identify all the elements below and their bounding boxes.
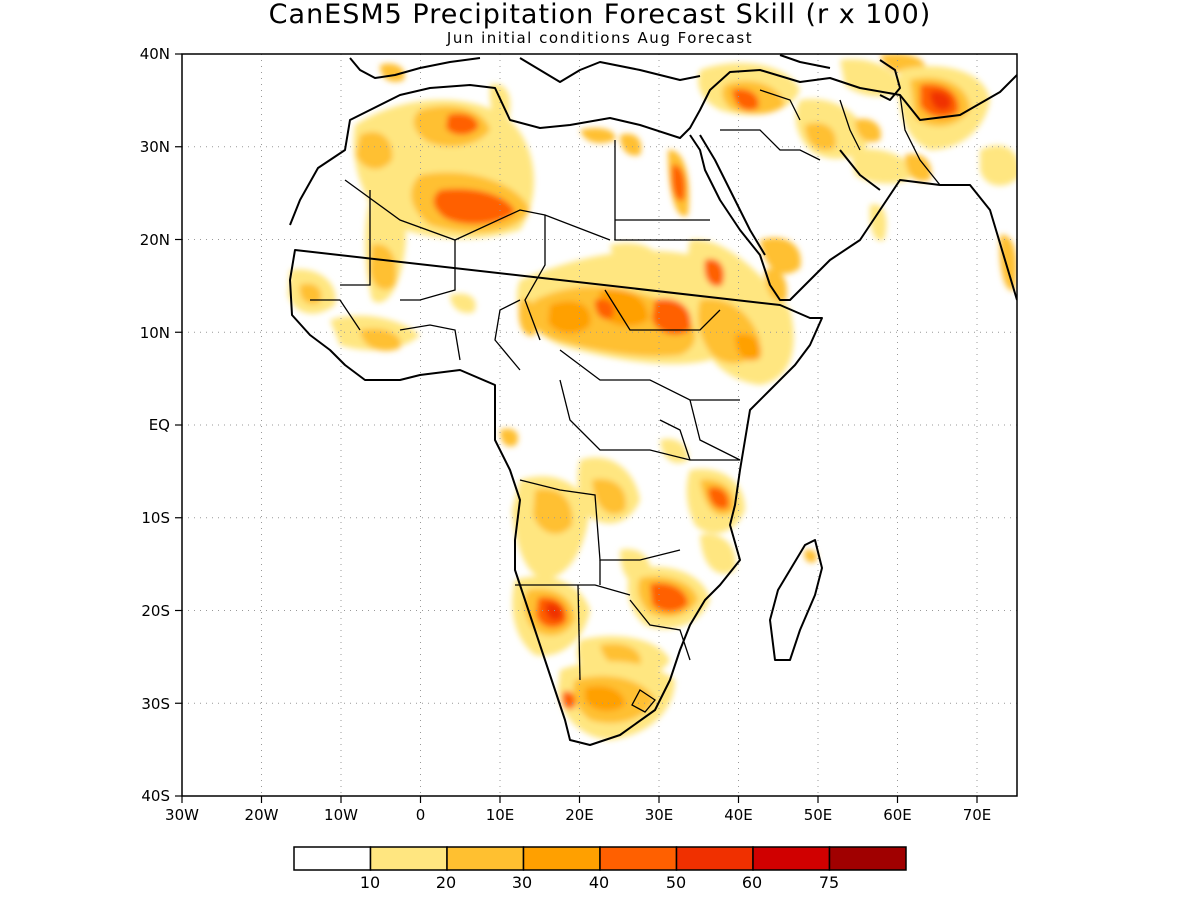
map-subtitle: Jun initial conditions Aug Forecast <box>446 29 754 47</box>
colorbar-swatch <box>522 846 601 871</box>
colorbar-label: 20 <box>436 873 456 892</box>
x-axis-labels: 30W 20W 10W 0 10E 20E 30E 40E 50E 60E 70… <box>165 806 991 824</box>
colorbar-swatch <box>599 846 678 871</box>
colorbar-label: 60 <box>742 873 762 892</box>
map-title: CanESM5 Precipitation Forecast Skill (r … <box>268 0 932 30</box>
country-borders <box>310 89 941 713</box>
x-tick-label: 40E <box>724 806 753 824</box>
colorbar: 10 20 30 40 50 60 75 <box>293 846 907 892</box>
x-tick-label: 30W <box>165 806 199 824</box>
coastlines <box>289 54 1017 746</box>
y-tick-label: 30S <box>141 695 170 713</box>
y-tick-label: 40S <box>141 787 170 805</box>
x-tick-label: 20E <box>565 806 594 824</box>
colorbar-label: 10 <box>360 873 380 892</box>
x-tick-label: 10E <box>486 806 515 824</box>
colorbar-swatch <box>752 846 831 871</box>
x-tick-label: 10W <box>324 806 358 824</box>
y-tick-label: EQ <box>149 416 170 434</box>
y-tick-label: 10N <box>140 324 170 342</box>
colorbar-swatch <box>828 846 907 871</box>
x-tick-label: 0 <box>416 806 426 824</box>
colorbar-label: 30 <box>512 873 532 892</box>
colorbar-swatch <box>369 846 448 871</box>
colorbar-label: 50 <box>666 873 686 892</box>
x-tick-label: 20W <box>245 806 279 824</box>
x-tick-label: 60E <box>883 806 912 824</box>
x-tick-label: 30E <box>645 806 674 824</box>
y-tick-label: 10S <box>141 509 170 527</box>
colorbar-swatch <box>293 846 372 871</box>
x-tick-label: 50E <box>804 806 833 824</box>
y-tick-label: 20S <box>141 602 170 620</box>
x-tick-label: 70E <box>963 806 992 824</box>
colorbar-swatch <box>675 846 754 871</box>
colorbar-label: 40 <box>589 873 609 892</box>
skill-shading <box>288 54 1017 740</box>
y-tick-label: 20N <box>140 231 170 249</box>
colorbar-label: 75 <box>819 873 839 892</box>
tick-marks <box>175 53 978 803</box>
y-tick-label: 30N <box>140 138 170 156</box>
colorbar-swatch <box>446 846 525 871</box>
colorbar-swatches <box>293 846 907 871</box>
y-tick-label: 40N <box>140 45 170 63</box>
y-axis-labels: 40N 30N 20N 10N EQ 10S 20S 30S 40S <box>140 45 170 805</box>
